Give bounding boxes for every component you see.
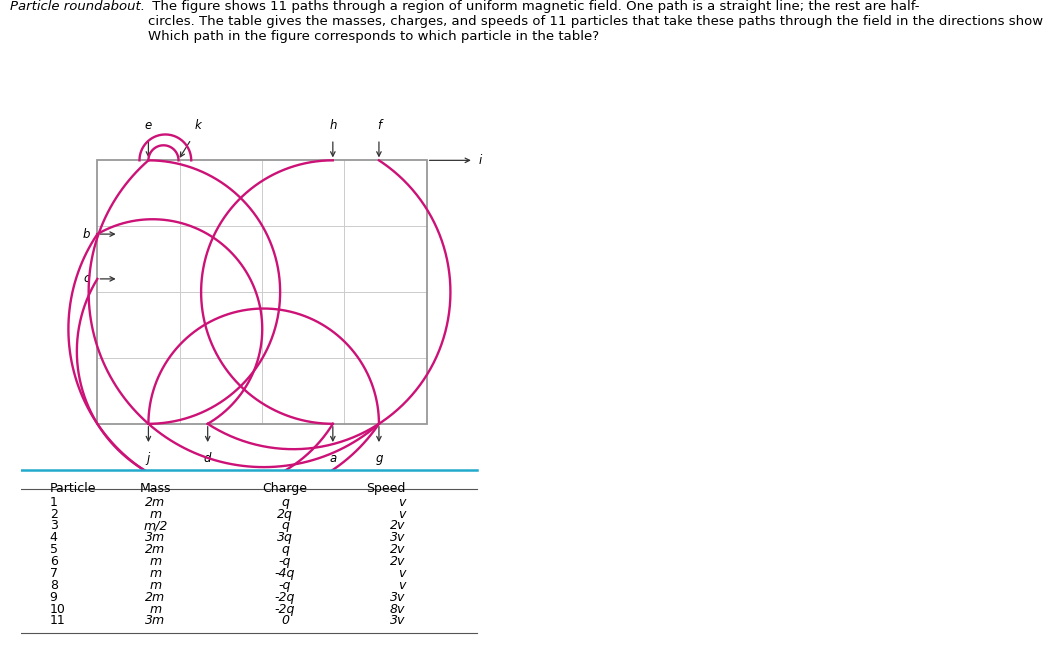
Text: 3v: 3v xyxy=(389,531,405,544)
Text: 3v: 3v xyxy=(389,591,405,604)
Text: 2m: 2m xyxy=(145,543,165,556)
Text: v: v xyxy=(398,508,405,521)
Text: m: m xyxy=(149,555,162,568)
Text: m: m xyxy=(149,567,162,580)
Text: Particle roundabout.: Particle roundabout. xyxy=(10,0,145,13)
Text: 0: 0 xyxy=(281,615,289,628)
Text: 3v: 3v xyxy=(389,615,405,628)
Text: j: j xyxy=(147,452,150,465)
Text: 11: 11 xyxy=(50,615,66,628)
Text: g: g xyxy=(375,452,383,465)
Text: q: q xyxy=(281,519,289,533)
Text: v: v xyxy=(398,579,405,592)
Text: m: m xyxy=(149,602,162,615)
Text: q: q xyxy=(281,543,289,556)
Text: a: a xyxy=(329,452,336,465)
Text: -q: -q xyxy=(279,555,291,568)
Text: -2q: -2q xyxy=(275,602,295,615)
Text: The figure shows 11 paths through a region of uniform magnetic field. One path i: The figure shows 11 paths through a regi… xyxy=(148,0,1044,43)
Text: Charge: Charge xyxy=(262,482,308,495)
Text: m: m xyxy=(149,508,162,521)
Text: 9: 9 xyxy=(50,591,57,604)
Text: c: c xyxy=(84,272,91,285)
Text: 3m: 3m xyxy=(145,615,165,628)
Bar xyxy=(97,161,427,424)
Text: 1: 1 xyxy=(50,496,57,509)
Text: h: h xyxy=(329,119,336,132)
Text: v: v xyxy=(398,567,405,580)
Text: Mass: Mass xyxy=(140,482,171,495)
Text: 4: 4 xyxy=(50,531,57,544)
Text: 2m: 2m xyxy=(145,496,165,509)
Text: m/2: m/2 xyxy=(143,519,167,533)
Text: 8v: 8v xyxy=(389,602,405,615)
Text: 2m: 2m xyxy=(145,591,165,604)
Text: b: b xyxy=(82,228,91,241)
Text: -2q: -2q xyxy=(275,591,295,604)
Text: m: m xyxy=(149,579,162,592)
Text: v: v xyxy=(398,496,405,509)
Text: 3q: 3q xyxy=(277,531,293,544)
Text: 7: 7 xyxy=(50,567,57,580)
Text: i: i xyxy=(478,154,481,167)
Text: 2v: 2v xyxy=(389,543,405,556)
Text: e: e xyxy=(145,119,152,132)
Text: k: k xyxy=(194,119,201,132)
Text: 10: 10 xyxy=(50,602,66,615)
Text: 2q: 2q xyxy=(277,508,293,521)
Text: -4q: -4q xyxy=(275,567,295,580)
Text: -q: -q xyxy=(279,579,291,592)
Text: Speed: Speed xyxy=(365,482,405,495)
Text: 3: 3 xyxy=(50,519,57,533)
Text: Particle: Particle xyxy=(50,482,96,495)
Text: 3m: 3m xyxy=(145,531,165,544)
Text: 6: 6 xyxy=(50,555,57,568)
Text: f: f xyxy=(377,119,381,132)
Text: 5: 5 xyxy=(50,543,57,556)
Text: 2v: 2v xyxy=(389,555,405,568)
Text: 8: 8 xyxy=(50,579,57,592)
Text: q: q xyxy=(281,496,289,509)
Text: 2: 2 xyxy=(50,508,57,521)
Text: d: d xyxy=(204,452,212,465)
Text: 2v: 2v xyxy=(389,519,405,533)
